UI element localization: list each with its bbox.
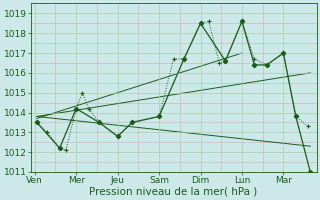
X-axis label: Pression niveau de la mer( hPa ): Pression niveau de la mer( hPa ) xyxy=(90,187,258,197)
